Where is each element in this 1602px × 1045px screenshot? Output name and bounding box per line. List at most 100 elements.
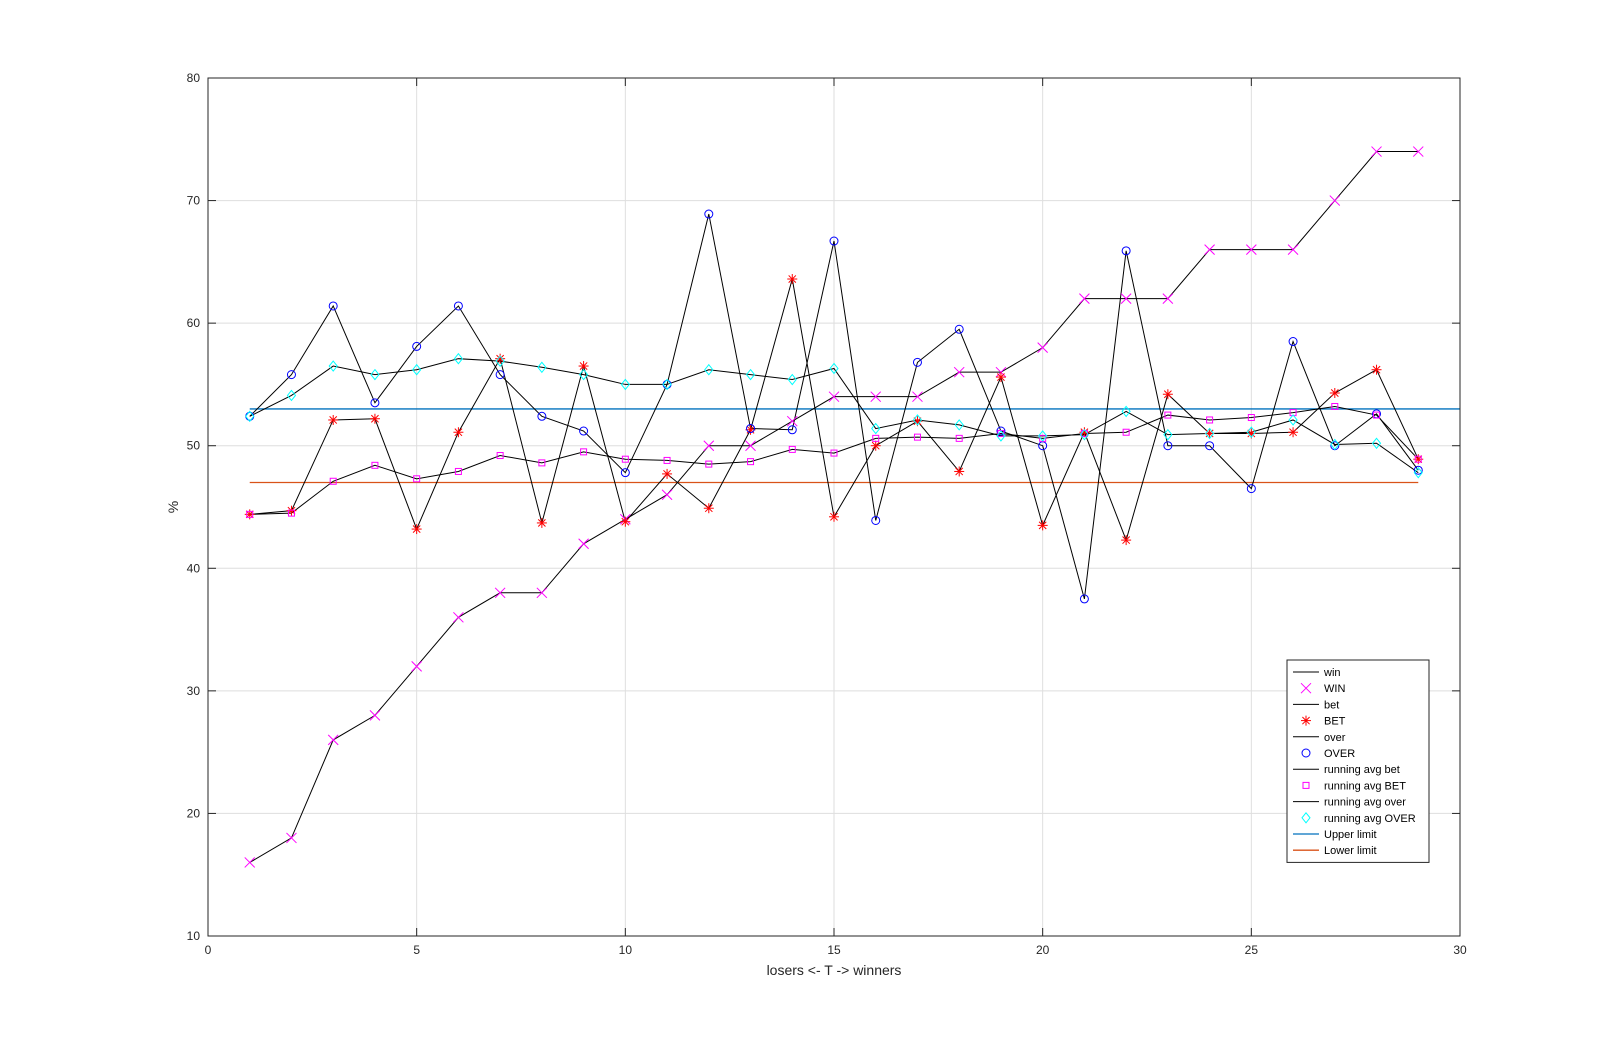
marker-stroke <box>1037 342 1049 354</box>
running-avg-over-point <box>745 368 756 381</box>
running-avg-bet-point <box>413 475 421 483</box>
running-avg-over-point <box>704 363 714 376</box>
bet-point <box>954 466 965 477</box>
legend-label: running avg over <box>1324 797 1406 809</box>
over-point <box>412 341 422 351</box>
y-tick-label: 80 <box>187 71 201 85</box>
marker-stroke <box>661 489 673 501</box>
win-point <box>578 538 589 550</box>
legend: win WIN bet BET over OVER running avg bet runni… <box>1286 659 1430 863</box>
marker-stroke <box>287 506 296 515</box>
marker-stroke <box>411 660 423 672</box>
running-avg-over-point <box>578 368 589 381</box>
y-tick-label: 30 <box>187 684 201 698</box>
win-point <box>453 611 464 623</box>
running-avg-bet-point <box>1414 455 1422 463</box>
marker-stroke <box>1038 521 1047 530</box>
marker-stroke <box>1371 146 1382 157</box>
bet-point <box>328 414 339 425</box>
marker-stroke <box>703 440 715 452</box>
win-point <box>912 391 923 403</box>
over-point <box>912 357 922 367</box>
y-tick-label: 50 <box>187 439 201 453</box>
running-avg-over-point <box>620 378 630 391</box>
marker-stroke <box>369 710 381 721</box>
marker-stroke <box>1122 536 1131 545</box>
over-point <box>829 236 839 246</box>
marker-stroke <box>830 512 838 521</box>
bet-point <box>453 427 464 438</box>
marker-stroke <box>1287 244 1299 255</box>
x-axis-title: losers <- T -> winners <box>767 962 902 978</box>
marker-stroke <box>913 417 922 426</box>
legend-label: BET <box>1324 716 1346 728</box>
marker-stroke <box>1204 244 1215 255</box>
running-avg-over-point <box>1330 438 1340 451</box>
win-point <box>244 857 256 868</box>
marker-stroke <box>537 518 546 527</box>
marker-stroke <box>745 440 756 452</box>
marker-stroke <box>788 275 797 283</box>
legend-marker-swatch <box>1301 715 1311 726</box>
legend-item-over: over <box>1293 732 1346 744</box>
legend-item-running-avg-over: running avg OVER <box>1301 811 1416 825</box>
running-avg-over-point <box>954 419 964 431</box>
running-avg-bet-point <box>454 467 462 475</box>
marker-stroke <box>453 611 464 623</box>
running-avg-over-point <box>1121 405 1131 418</box>
running-avg-bet-point <box>246 510 254 518</box>
legend-label: OVER <box>1324 748 1355 760</box>
x-tick-label: 30 <box>1453 943 1467 957</box>
running-avg-over-point <box>286 389 297 402</box>
over-point <box>1246 484 1256 494</box>
over-point <box>1079 594 1089 604</box>
grid <box>208 78 1460 936</box>
running-avg-over-point <box>996 430 1006 442</box>
marker-stroke <box>870 391 882 403</box>
over-point <box>495 370 505 380</box>
running-avg-over-point <box>662 378 672 391</box>
running-avg-bet-point <box>1247 414 1255 422</box>
marker-stroke <box>536 587 548 599</box>
bet-point <box>787 274 798 285</box>
running-avg-bet-point <box>872 434 880 442</box>
bet-point <box>411 524 422 535</box>
running-avg-over-point <box>829 362 839 375</box>
win-point <box>953 366 965 378</box>
marker-stroke <box>1079 293 1090 304</box>
marker-stroke <box>496 354 505 363</box>
legend-label: bet <box>1324 699 1339 711</box>
marker-stroke <box>1300 682 1312 694</box>
legend-item-bet: bet <box>1293 699 1339 711</box>
x-tick-label: 15 <box>827 943 841 957</box>
over-point <box>871 515 881 525</box>
marker-stroke <box>953 366 965 378</box>
bet-point <box>703 503 714 514</box>
y-tick-label: 40 <box>187 561 201 575</box>
running-avg-over-point <box>328 360 338 372</box>
legend-label: running avg OVER <box>1324 813 1416 825</box>
bet-point <box>995 372 1006 383</box>
y-axis-title: % <box>165 501 181 513</box>
marker-stroke <box>454 428 463 437</box>
running-avg-over-point <box>871 422 881 435</box>
marker-stroke <box>1080 428 1089 437</box>
legend-label: Upper limit <box>1324 829 1377 841</box>
over-point <box>453 301 463 311</box>
over-point <box>579 426 589 436</box>
running-avg-over-point <box>1246 426 1256 439</box>
running-avg-over-point <box>370 368 380 381</box>
over-point <box>1413 465 1423 475</box>
legend-item-win: WIN <box>1300 682 1345 695</box>
marker-stroke <box>828 391 840 403</box>
over-point <box>954 324 964 334</box>
win-point <box>536 587 548 599</box>
win-point <box>1287 244 1299 255</box>
marker-stroke <box>996 373 1005 382</box>
running-avg-bet-point <box>705 460 713 468</box>
running-avg-bet-series-line <box>249 405 1419 515</box>
running-avg-over-point <box>453 352 464 365</box>
running-avg-bet-point <box>496 452 504 460</box>
running-avg-over-point <box>912 414 923 426</box>
marker-stroke <box>1163 390 1172 399</box>
